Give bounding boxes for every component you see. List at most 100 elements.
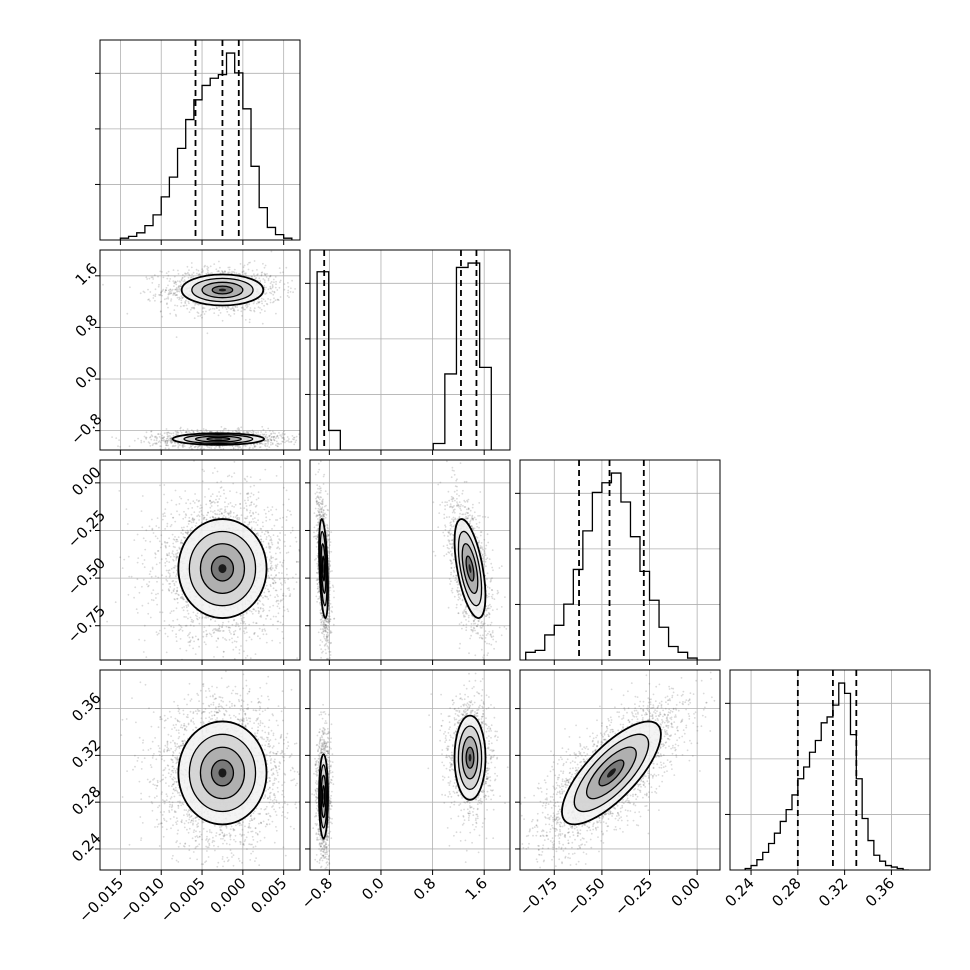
sample-point	[198, 273, 201, 275]
sample-point	[272, 604, 275, 607]
sample-point	[284, 441, 286, 444]
sample-point	[166, 277, 169, 280]
sample-point	[191, 444, 194, 447]
sample-point	[278, 267, 281, 269]
sample-point	[175, 640, 178, 643]
sample-point	[163, 620, 166, 622]
sample-point	[235, 646, 237, 649]
sample-point	[224, 270, 226, 273]
sample-point	[231, 623, 234, 626]
sample-point	[235, 640, 238, 643]
sample-point	[254, 278, 257, 280]
sample-point	[159, 445, 162, 448]
sample-point	[159, 484, 161, 487]
sample-point	[197, 273, 200, 276]
sample-point	[262, 596, 264, 599]
sample-point	[216, 504, 219, 507]
sample-point	[270, 432, 273, 435]
sample-point	[200, 314, 203, 316]
sample-point	[221, 624, 224, 626]
sample-point	[285, 516, 288, 518]
sample-point	[242, 266, 245, 269]
sample-point	[260, 594, 263, 597]
sample-point	[260, 300, 263, 303]
sample-point	[267, 438, 269, 441]
sample-point	[283, 430, 285, 433]
sample-point	[182, 280, 185, 283]
sample-point	[196, 311, 199, 314]
sample-point	[182, 445, 185, 448]
sample-point	[175, 288, 178, 291]
sample-point	[278, 286, 281, 289]
sample-point	[172, 558, 174, 561]
sample-point	[183, 304, 186, 307]
sample-point	[184, 272, 187, 275]
sample-point	[240, 619, 243, 622]
sample-point	[277, 298, 279, 301]
sample-point	[270, 443, 272, 446]
sample-point	[224, 270, 226, 273]
sample-point	[246, 263, 249, 266]
sample-point	[238, 649, 241, 651]
sample-point	[214, 629, 217, 631]
sample-point	[243, 264, 246, 267]
sample-point	[202, 518, 205, 521]
sample-point	[174, 546, 176, 549]
sample-point	[272, 534, 275, 536]
sample-point	[149, 445, 152, 447]
sample-point	[185, 431, 187, 434]
sample-point	[179, 281, 182, 283]
sample-point	[223, 492, 226, 495]
sample-point	[218, 309, 221, 312]
sample-point	[265, 276, 268, 278]
sample-point	[165, 575, 168, 578]
sample-point	[276, 547, 278, 550]
sample-point	[194, 302, 197, 305]
sample-point	[267, 590, 270, 593]
sample-point	[232, 309, 235, 312]
sample-point	[278, 607, 281, 610]
sample-point	[199, 273, 202, 276]
sample-point	[176, 549, 179, 552]
sample-point	[279, 561, 282, 563]
sample-point	[150, 276, 153, 279]
sample-point	[171, 445, 174, 448]
sample-point	[233, 619, 235, 622]
sample-point	[220, 480, 223, 483]
sample-point	[176, 538, 178, 541]
sample-point	[202, 269, 204, 272]
sample-point	[175, 559, 178, 561]
sample-point	[242, 430, 245, 433]
sample-point	[281, 572, 283, 574]
sample-point	[208, 309, 211, 311]
sample-point	[224, 509, 226, 512]
sample-point	[227, 266, 230, 269]
sample-point	[223, 514, 225, 517]
sample-point	[218, 260, 220, 263]
sample-point	[291, 435, 294, 437]
sample-point	[187, 507, 190, 510]
sample-point	[277, 442, 280, 445]
sample-point	[172, 545, 175, 548]
sample-point	[169, 439, 172, 442]
sample-point	[176, 290, 179, 293]
sample-point	[270, 250, 273, 253]
sample-point	[244, 478, 247, 481]
sample-point	[235, 491, 238, 494]
sample-point	[217, 509, 220, 512]
sample-point	[128, 575, 131, 578]
sample-point	[224, 508, 227, 511]
sample-point	[251, 612, 254, 615]
sample-point	[152, 297, 155, 299]
sample-point	[181, 529, 184, 531]
sample-point	[209, 430, 211, 433]
sample-point	[209, 506, 212, 509]
sample-point	[210, 495, 212, 498]
sample-point	[264, 435, 267, 438]
sample-point	[245, 431, 248, 434]
sample-point	[176, 294, 179, 296]
sample-point	[264, 439, 267, 442]
sample-point	[123, 558, 126, 561]
sample-point	[208, 632, 211, 635]
sample-point	[254, 528, 256, 530]
